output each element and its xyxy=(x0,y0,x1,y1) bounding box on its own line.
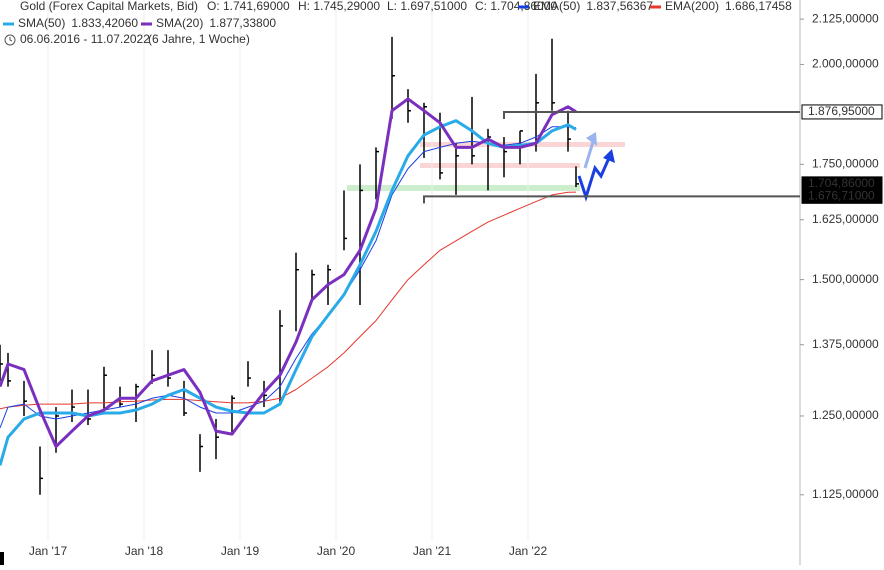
level-line xyxy=(423,195,800,204)
series-line xyxy=(0,191,577,410)
price-tag-label: 1.704,86000 xyxy=(808,176,875,190)
header-high: H: 1.745,29000 xyxy=(298,0,380,13)
x-tick-label: Jan '18 xyxy=(125,544,164,558)
date-span: (6 Jahre, 1 Woche) xyxy=(148,32,250,46)
arrow-head xyxy=(603,149,615,163)
x-tick-label: Jan '19 xyxy=(221,544,260,558)
date-range: 06.06.2016 - 11.07.2022 xyxy=(20,32,150,46)
clock-hands xyxy=(9,37,13,42)
resistance-zone xyxy=(420,163,580,168)
y-tick-label: 1.625,00000 xyxy=(812,212,879,226)
legend-value: 1.837,56367 xyxy=(586,0,653,13)
corner-mark xyxy=(0,552,4,565)
legend-label: SMA(50) xyxy=(18,16,65,30)
chart-title: Gold (Forex Capital Markets, Bid) xyxy=(20,0,198,13)
level-line xyxy=(503,110,800,119)
legend-label: EMA(50) xyxy=(533,0,580,13)
legend-label: EMA(200) xyxy=(665,0,719,13)
y-tick-label: 2.000,00000 xyxy=(812,57,879,71)
header-low: L: 1.697,51000 xyxy=(387,0,467,13)
price-tag-label: 1.876,95000 xyxy=(808,104,875,118)
header-open: O: 1.741,69000 xyxy=(207,0,290,13)
y-tick-label: 1.500,00000 xyxy=(812,272,879,286)
legend-value: 1.833,42060 xyxy=(71,16,138,30)
series-line xyxy=(0,97,577,448)
legend-value: 1.877,33800 xyxy=(209,16,276,30)
y-tick-label: 2.125,00000 xyxy=(812,11,879,25)
y-tick-label: 1.250,00000 xyxy=(812,408,879,422)
price-tag-label: 1.676,71000 xyxy=(808,188,875,202)
y-tick-label: 1.125,00000 xyxy=(812,487,879,501)
x-tick-label: Jan '21 xyxy=(413,544,452,558)
y-tick-label: 1.375,00000 xyxy=(812,337,879,351)
x-tick-label: Jan '22 xyxy=(509,544,548,558)
support-zone xyxy=(347,185,580,191)
x-tick-label: Jan '20 xyxy=(317,544,356,558)
arrow xyxy=(583,141,595,169)
price-tag xyxy=(801,188,883,204)
clock-icon xyxy=(4,34,16,46)
x-tick-label: Jan '17 xyxy=(29,544,68,558)
legend-label: SMA(20) xyxy=(156,16,203,30)
legend-value: 1.686,17458 xyxy=(725,0,792,13)
y-tick-label: 1.750,00000 xyxy=(812,156,879,170)
header-close: C: 1.704,86000 xyxy=(475,0,557,13)
arrow-head xyxy=(586,132,597,146)
price-tag xyxy=(801,104,883,120)
arrow xyxy=(577,157,611,202)
